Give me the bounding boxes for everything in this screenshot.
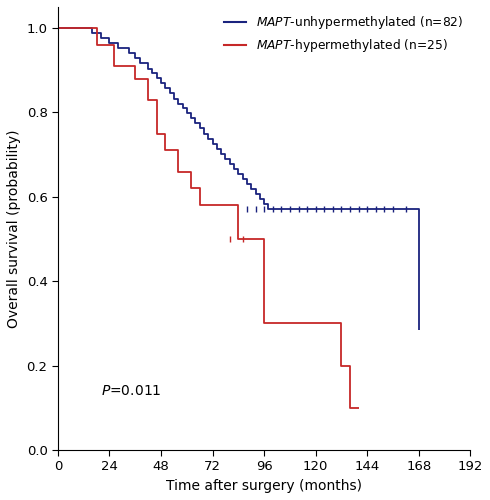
X-axis label: Time after surgery (months): Time after surgery (months) — [166, 479, 362, 493]
Text: $\it{P}$=0.011: $\it{P}$=0.011 — [101, 384, 161, 398]
Legend: $\mathit{MAPT}$-unhypermethylated (n=82), $\mathit{MAPT}$-hypermethylated (n=25): $\mathit{MAPT}$-unhypermethylated (n=82)… — [219, 10, 468, 59]
Y-axis label: Overall survival (probability): Overall survival (probability) — [7, 130, 21, 328]
